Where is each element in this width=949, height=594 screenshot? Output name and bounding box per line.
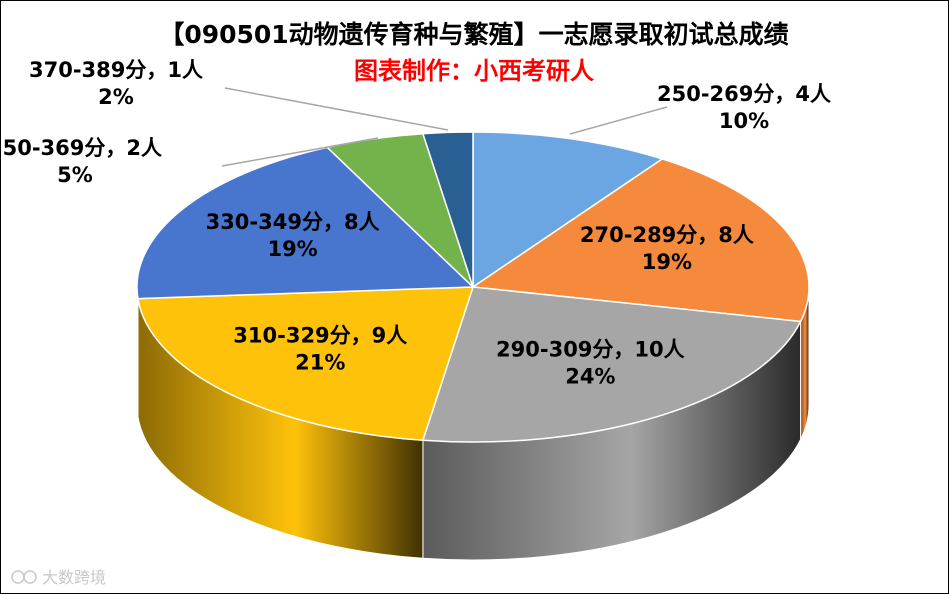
slice-label-3: 310-329分，9人 <box>233 323 407 347</box>
slice-pct-label-6: 2% <box>98 85 134 109</box>
slice-label-2: 290-309分，10人 <box>496 337 685 361</box>
slice-label-6: 370-389分，1人 <box>29 58 203 82</box>
chart-title: 【090501动物遗传育种与繁殖】一志愿录取初试总成绩 <box>159 20 788 49</box>
slice-label-0: 250-269分，4人 <box>657 82 831 106</box>
pie-slice-1 <box>470 158 810 323</box>
slice-pct-label-5: 5% <box>57 163 93 187</box>
slice-pct-label-3: 21% <box>295 350 345 374</box>
slice-labels: 250-269分，4人 10% 270-289分，8人 19% 290-309分，10人… <box>0 58 831 388</box>
slice-label-5: 350-369分，2人 <box>0 136 162 160</box>
watermark-logo-icon-2 <box>23 570 37 584</box>
pie-slice-0 <box>472 131 664 289</box>
pie-side-4 <box>136 286 139 417</box>
pie-slice-6 <box>421 131 474 288</box>
watermark-logo-icon <box>11 570 25 584</box>
leader-line-5 <box>221 137 379 167</box>
slice-label-4: 330-349分，8人 <box>206 210 380 234</box>
pie-tops <box>136 131 810 443</box>
leader-line-0 <box>569 106 668 135</box>
watermark: 大数跨境 <box>11 568 106 587</box>
slice-pct-label-4: 19% <box>267 237 317 261</box>
leader-line-6 <box>224 87 449 131</box>
slice-pct-label-1: 19% <box>642 250 692 274</box>
leader-lines <box>221 87 668 167</box>
slice-label-1: 270-289分，8人 <box>580 223 754 247</box>
watermark-text: 大数跨境 <box>42 568 106 587</box>
chart-subtitle: 图表制作：小西考研人 <box>354 57 594 85</box>
pie-slice-2 <box>421 286 802 443</box>
slice-pct-label-2: 24% <box>565 364 615 388</box>
slice-pct-label-0: 10% <box>719 109 769 133</box>
pie-slice-3 <box>137 286 475 442</box>
pie-slice-4 <box>136 146 475 300</box>
